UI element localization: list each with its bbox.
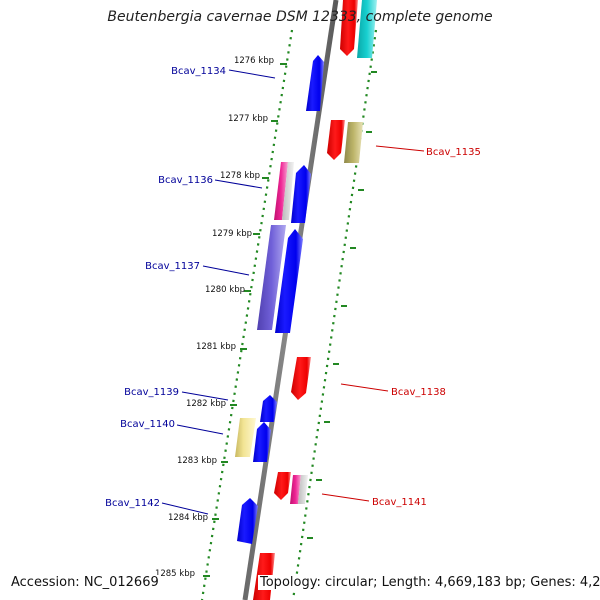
gene-bcav-1134[interactable] <box>306 55 324 111</box>
gene-bcav-top-red[interactable] <box>340 0 358 56</box>
gene-bcav-1139[interactable] <box>260 395 277 422</box>
leader-bcav-1140 <box>176 424 224 435</box>
gene-bcav-1142[interactable] <box>237 498 258 544</box>
label-bcav-1141[interactable]: Bcav_1141 <box>372 497 427 508</box>
reverse-tick-rail <box>291 29 378 600</box>
leader-bcav-1137 <box>202 265 250 276</box>
gene-bcav-1135[interactable] <box>344 122 363 163</box>
tick-label-1281: 1281 kbp <box>196 342 236 352</box>
tick-label-1276: 1276 kbp <box>234 56 274 66</box>
gene-bcav-1141-magenta[interactable] <box>290 475 301 504</box>
label-bcav-1137[interactable]: Bcav_1137 <box>145 261 200 272</box>
gene-bcav-1140[interactable] <box>253 422 271 462</box>
leader-bcav-1135 <box>375 145 425 152</box>
tick-marks <box>203 63 377 577</box>
accession-label: Accession: NC_012669 <box>9 575 161 590</box>
gene-bcav-1136[interactable] <box>291 165 311 223</box>
gene-bcav-1136-magenta[interactable] <box>274 162 288 220</box>
gene-bcav-1137-purple[interactable] <box>257 225 286 330</box>
tick-label-1278: 1278 kbp <box>220 171 260 181</box>
leader-bcav-1139 <box>181 391 229 401</box>
label-bcav-1138[interactable]: Bcav_1138 <box>391 387 446 398</box>
gene-bcav-1138[interactable] <box>291 357 311 400</box>
label-bcav-1134[interactable]: Bcav_1134 <box>171 66 226 77</box>
leader-bcav-1138 <box>340 383 389 392</box>
tick-label-1283: 1283 kbp <box>177 456 217 466</box>
forward-tick-rail <box>200 29 294 600</box>
genome-summary: Topology: circular; Length: 4,669,183 bp… <box>258 575 600 590</box>
tick-label-1280: 1280 kbp <box>205 285 245 295</box>
tick-label-1282: 1282 kbp <box>186 399 226 409</box>
tick-label-1279: 1279 kbp <box>212 229 252 239</box>
label-bcav-1140[interactable]: Bcav_1140 <box>120 419 175 430</box>
label-bcav-1142[interactable]: Bcav_1142 <box>105 498 160 509</box>
gene-bcav-1136-grey[interactable] <box>282 162 294 220</box>
gene-bcav-1141-grey[interactable] <box>298 475 308 504</box>
leader-bcav-1141 <box>321 493 370 502</box>
label-bcav-1139[interactable]: Bcav_1139 <box>124 387 179 398</box>
gene-bcav-1137[interactable] <box>275 229 303 333</box>
leader-bcav-1136 <box>214 179 263 189</box>
leader-bcav-1134 <box>228 69 276 79</box>
label-bcav-1135[interactable]: Bcav_1135 <box>426 147 481 158</box>
tick-label-1277: 1277 kbp <box>228 114 268 124</box>
gene-bcav-1135-red[interactable] <box>327 120 345 160</box>
gene-bcav-1141-red[interactable] <box>274 472 291 500</box>
gene-bcav-top-cyan[interactable] <box>357 0 377 58</box>
tick-label-1285: 1285 kbp <box>155 569 195 579</box>
label-bcav-1136[interactable]: Bcav_1136 <box>158 175 213 186</box>
gene-bcav-1140-yellow[interactable] <box>235 418 256 457</box>
tick-label-1284: 1284 kbp <box>168 513 208 523</box>
page-title: Beutenbergia cavernae DSM 12333, complet… <box>107 9 493 25</box>
leader-bcav-1142 <box>161 502 209 515</box>
